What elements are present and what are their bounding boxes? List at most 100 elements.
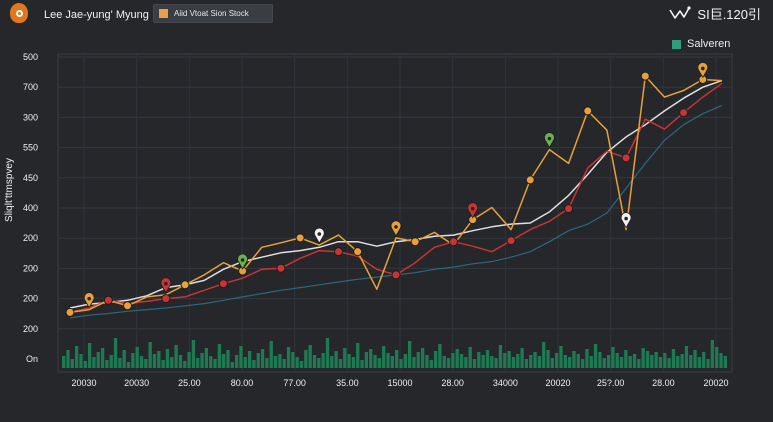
volume-bar xyxy=(113,338,118,368)
volume-bar xyxy=(66,350,70,368)
volume-bar xyxy=(191,340,196,368)
volume-bar xyxy=(689,355,693,368)
data-point xyxy=(295,233,305,243)
volume-bar xyxy=(183,361,187,368)
volume-bar xyxy=(433,351,438,368)
pin-marker-dot xyxy=(701,66,705,71)
y-tick-label: 400 xyxy=(23,203,38,213)
volume-bar xyxy=(555,353,559,368)
volume-bar xyxy=(87,343,92,368)
volume-bar xyxy=(351,357,356,368)
volume-bar xyxy=(632,354,637,368)
volume-bar xyxy=(680,354,684,368)
volume-bar xyxy=(109,355,113,368)
volume-bar xyxy=(343,348,347,368)
volume-bar xyxy=(546,350,550,368)
volume-bar xyxy=(126,362,131,368)
data-point xyxy=(621,153,631,163)
x-tick-label: 25.00 xyxy=(178,378,201,388)
volume-bar xyxy=(533,352,537,368)
volume-bar xyxy=(658,357,663,368)
volume-bar xyxy=(360,360,364,368)
x-tick-label: 35.00 xyxy=(336,378,359,388)
user-name: Lee Jae-yung' Myung xyxy=(44,9,149,21)
data-point xyxy=(276,263,286,273)
volume-bar xyxy=(520,348,524,368)
volume-bar xyxy=(165,349,170,368)
data-point xyxy=(506,236,516,246)
volume-bar xyxy=(715,347,719,368)
legend-label: Salveren xyxy=(687,38,731,50)
volume-bar xyxy=(299,361,304,368)
volume-bar xyxy=(196,358,200,368)
volume-bar xyxy=(412,357,416,368)
volume-bar xyxy=(589,356,593,368)
x-tick-label: 20020 xyxy=(545,378,570,388)
volume-bar xyxy=(269,341,273,368)
volume-bar xyxy=(356,343,360,368)
volume-bar xyxy=(442,356,446,368)
volume-bar xyxy=(468,347,472,368)
volume-bar xyxy=(325,338,330,368)
volume-bar xyxy=(265,358,269,368)
volume-bar xyxy=(382,346,386,368)
volume-bar xyxy=(684,346,689,368)
volume-bar xyxy=(260,349,265,368)
volume-bar xyxy=(243,357,247,368)
volume-bar xyxy=(619,357,624,368)
data-point xyxy=(161,294,171,304)
volume-bar xyxy=(567,357,572,368)
volume-bar xyxy=(628,356,632,368)
volume-bar xyxy=(611,347,615,368)
volume-bar xyxy=(187,352,191,368)
volume-bar xyxy=(334,351,338,368)
volume-bar xyxy=(485,350,490,368)
y-tick-label: 200 xyxy=(23,263,38,273)
volume-bar xyxy=(390,356,394,368)
pin-marker-dot xyxy=(317,232,322,236)
volume-bar xyxy=(131,353,135,368)
volume-bar xyxy=(347,354,351,368)
pin-marker-dot xyxy=(164,281,168,286)
plot-frame xyxy=(57,53,733,373)
volume-bar xyxy=(598,352,602,368)
volume-bar xyxy=(291,352,295,368)
volume-bar xyxy=(70,359,74,368)
x-tick-label: 28.00 xyxy=(441,378,464,388)
volume-bar xyxy=(222,354,226,368)
add-stock-button[interactable]: Aiid Vtoat Sion Stock xyxy=(153,4,273,23)
x-tick-label: 34000 xyxy=(493,378,518,388)
volume-bar xyxy=(429,360,433,368)
volume-bar xyxy=(537,356,542,368)
volume-bar xyxy=(148,342,152,368)
volume-bar xyxy=(550,358,555,368)
volume-bar xyxy=(723,356,727,368)
volume-bar xyxy=(373,355,377,368)
y-tick-label: 450 xyxy=(23,173,38,183)
volume-bar xyxy=(524,359,529,368)
volume-bar xyxy=(247,351,252,368)
volume-bar xyxy=(511,357,516,368)
volume-bar xyxy=(654,352,658,368)
volume-bar xyxy=(209,356,213,368)
volume-bar xyxy=(338,359,343,368)
volume-bar xyxy=(256,353,260,368)
volume-bar xyxy=(79,354,83,368)
data-point xyxy=(583,106,593,116)
data-point xyxy=(525,175,535,185)
volume-bar xyxy=(490,356,494,368)
y-tick-label: 200 xyxy=(23,324,38,334)
map-pin-logo-icon xyxy=(10,3,28,23)
volume-bar xyxy=(529,355,533,368)
volume-bar xyxy=(122,350,126,368)
volume-bar xyxy=(174,345,178,368)
volume-bar xyxy=(459,354,464,368)
volume-bar xyxy=(213,359,217,368)
y-tick-label: On xyxy=(26,354,38,364)
volume-bar xyxy=(407,341,412,368)
volume-bar xyxy=(645,351,650,368)
volume-bar xyxy=(62,356,66,368)
volume-bar xyxy=(178,355,183,368)
brand: SI巨.120引 xyxy=(669,4,761,23)
volume-bar xyxy=(671,349,676,368)
